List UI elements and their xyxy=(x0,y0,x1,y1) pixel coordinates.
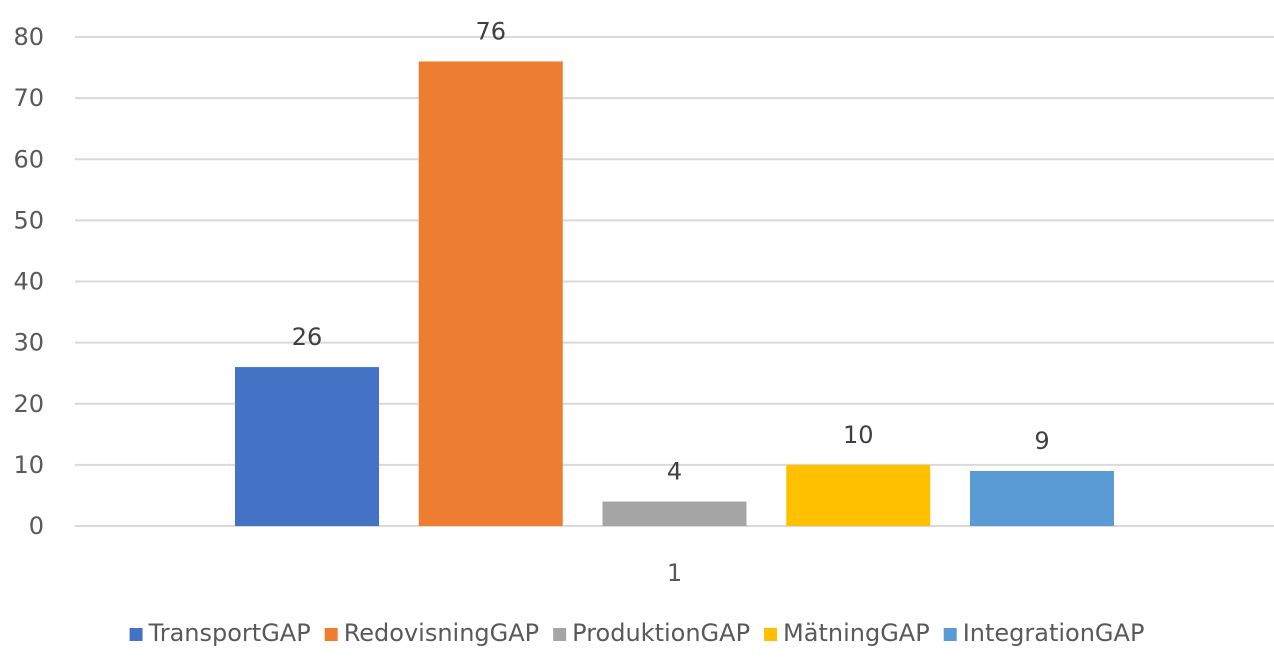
y-tick-label: 40 xyxy=(13,268,44,296)
legend-item-label: MätningGAP xyxy=(783,619,930,647)
legend-swatch xyxy=(553,628,567,641)
data-label: 10 xyxy=(843,421,874,449)
data-label: 4 xyxy=(667,458,682,486)
legend-swatch xyxy=(324,628,338,641)
legend-item-label: RedovisningGAP xyxy=(344,619,539,647)
legend-item-label: ProduktionGAP xyxy=(572,619,750,647)
y-tick-label: 0 xyxy=(29,512,44,540)
x-tick-label: 1 xyxy=(667,559,682,587)
bar-mätninggap xyxy=(786,464,931,526)
bar-produktiongap xyxy=(602,501,747,526)
legend: TransportGAP RedovisningGAP ProduktionGAP M… xyxy=(129,619,1145,647)
legend-swatch xyxy=(943,628,957,641)
legend-item-label: IntegrationGAP xyxy=(963,619,1145,647)
y-tick-label: 30 xyxy=(13,329,44,357)
y-tick-label: 50 xyxy=(13,206,44,234)
y-tick-label: 80 xyxy=(13,23,44,51)
data-label: 9 xyxy=(1034,427,1049,455)
legend-swatch xyxy=(129,628,143,641)
legend-swatch xyxy=(764,628,778,641)
bar-integrationgap xyxy=(970,470,1114,526)
bar-redovisninggap xyxy=(418,61,563,526)
data-label: 26 xyxy=(292,323,323,351)
y-tick-label: 70 xyxy=(13,84,44,112)
y-tick-label: 10 xyxy=(13,451,44,479)
bar-transportgap xyxy=(235,367,379,526)
data-label: 76 xyxy=(475,17,506,45)
legend-item-label: TransportGAP xyxy=(148,619,311,647)
y-tick-label: 60 xyxy=(13,145,44,173)
y-tick-label: 20 xyxy=(13,390,44,418)
